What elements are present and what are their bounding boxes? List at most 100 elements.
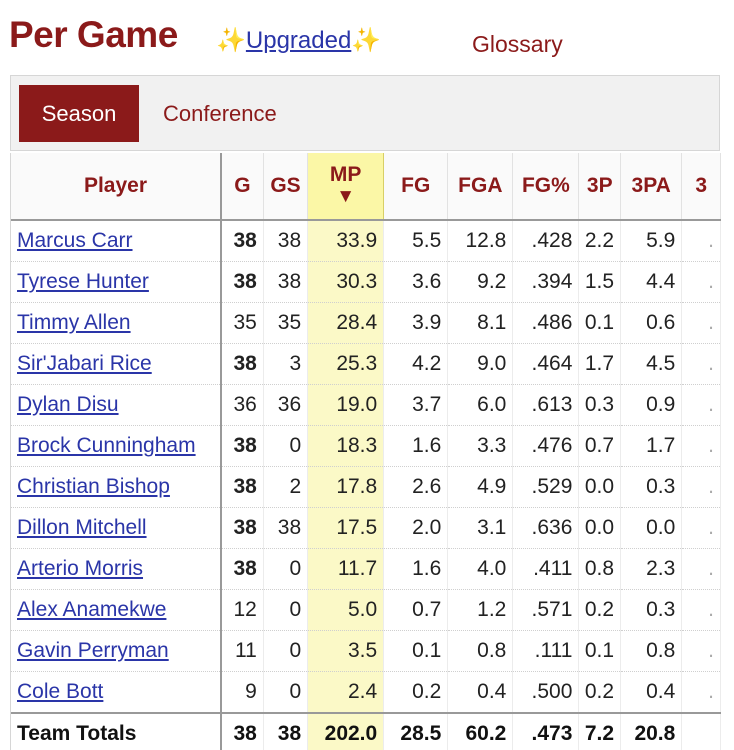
player-link[interactable]: Christian Bishop bbox=[11, 466, 222, 508]
per-game-table-wrap[interactable]: Player G GS MP ▼ FG FGA FG% 3P 3PA 3 Marcus Carr 38… bbox=[10, 153, 721, 750]
column-header-fga[interactable]: FGA bbox=[447, 153, 514, 221]
player-link[interactable]: Arterio Morris bbox=[11, 548, 222, 590]
player-link[interactable]: Tyrese Hunter bbox=[11, 261, 222, 303]
player-link[interactable]: Dillon Mitchell bbox=[11, 507, 222, 549]
stat-cell: 3.3 bbox=[447, 425, 514, 467]
stat-cell: 0.1 bbox=[383, 630, 449, 672]
stat-cell: 0.4 bbox=[620, 671, 683, 714]
stat-cell: 0.3 bbox=[620, 589, 683, 631]
column-header-mp[interactable]: MP ▼ bbox=[307, 153, 385, 221]
stat-cell: 36 bbox=[263, 384, 309, 426]
total-cell bbox=[681, 712, 721, 750]
stat-cell: 30.3 bbox=[307, 261, 385, 303]
total-cell: 20.8 bbox=[620, 712, 683, 750]
table-row: Sir'Jabari Rice 38 3 25.3 4.2 9.0.464 1.7 4.5. bbox=[11, 343, 721, 385]
sparkle-icon: ✨ bbox=[351, 27, 382, 54]
stat-cell: 38 bbox=[263, 220, 309, 262]
stat-cell: 0.1 bbox=[578, 630, 622, 672]
sparkle-icon: ✨ bbox=[216, 27, 246, 54]
tab-conference[interactable]: Conference bbox=[163, 100, 277, 126]
tab-season[interactable]: Season bbox=[19, 85, 139, 142]
stat-cell: 0 bbox=[263, 589, 309, 631]
player-link[interactable]: Marcus Carr bbox=[11, 220, 222, 262]
stat-cell: . bbox=[681, 589, 721, 631]
stat-cell: 38 bbox=[220, 548, 264, 590]
stat-cell: 2.3 bbox=[620, 548, 683, 590]
player-link[interactable]: Alex Anamekwe bbox=[11, 589, 222, 631]
stat-cell: 28.4 bbox=[307, 302, 385, 344]
stat-cell: 8.1 bbox=[447, 302, 514, 344]
player-link[interactable]: Dylan Disu bbox=[11, 384, 222, 426]
stat-cell: 9.2 bbox=[447, 261, 514, 303]
stat-cell: 0.8 bbox=[620, 630, 683, 672]
stat-cell: 3 bbox=[263, 343, 309, 385]
stat-cell: .529 bbox=[512, 466, 580, 508]
stat-cell: 11.7 bbox=[307, 548, 385, 590]
glossary-link[interactable]: Glossary bbox=[472, 31, 563, 57]
upgraded-link[interactable]: Upgraded bbox=[245, 27, 352, 54]
stat-cell: . bbox=[681, 671, 721, 714]
stat-cell: 0.3 bbox=[578, 384, 622, 426]
stat-cell: .111 bbox=[512, 630, 580, 672]
stat-cell: 0.6 bbox=[620, 302, 683, 344]
stat-cell: . bbox=[681, 630, 721, 672]
stat-cell: 2.4 bbox=[307, 671, 385, 714]
tab-bar: Season Conference bbox=[10, 75, 720, 151]
total-cell: .473 bbox=[512, 712, 580, 750]
stat-cell: 0.2 bbox=[578, 589, 622, 631]
table-header-row: Player G GS MP ▼ FG FGA FG% 3P 3PA 3 bbox=[11, 153, 721, 221]
stat-cell: 0 bbox=[263, 425, 309, 467]
stat-cell: .486 bbox=[512, 302, 580, 344]
stat-cell: 2.6 bbox=[383, 466, 449, 508]
upgraded-link-wrap[interactable]: ✨Upgraded✨ bbox=[216, 26, 381, 55]
table-row: Arterio Morris 38 0 11.7 1.6 4.0.411 0.8 2.3. bbox=[11, 548, 721, 590]
stat-cell: 0.1 bbox=[578, 302, 622, 344]
column-header-g[interactable]: G bbox=[220, 153, 264, 221]
stat-cell: 0.3 bbox=[620, 466, 683, 508]
stat-cell: 38 bbox=[220, 220, 264, 262]
stat-cell: 36 bbox=[220, 384, 264, 426]
stat-cell: 38 bbox=[220, 507, 264, 549]
stat-cell: 38 bbox=[220, 466, 264, 508]
stat-cell: 0 bbox=[263, 548, 309, 590]
stat-cell: 9.0 bbox=[447, 343, 514, 385]
stat-cell: 0.0 bbox=[578, 466, 622, 508]
player-link[interactable]: Timmy Allen bbox=[11, 302, 222, 344]
column-header-3p[interactable]: 3P bbox=[578, 153, 622, 221]
stat-cell: 3.7 bbox=[383, 384, 449, 426]
team-totals-row: Team Totals 38 38 202.0 28.5 60.2.473 7.2 20.8 bbox=[11, 712, 721, 750]
column-header-player[interactable]: Player bbox=[11, 153, 222, 221]
stat-cell: . bbox=[681, 507, 721, 549]
stat-cell: 38 bbox=[220, 343, 264, 385]
stat-cell: .500 bbox=[512, 671, 580, 714]
sort-down-icon: ▼ bbox=[336, 186, 356, 207]
total-cell: 7.2 bbox=[578, 712, 622, 750]
column-header-gs[interactable]: GS bbox=[263, 153, 309, 221]
table-row: Brock Cunningham 38 0 18.3 1.6 3.3.476 0.7 1.7. bbox=[11, 425, 721, 467]
column-header-3-cut[interactable]: 3 bbox=[681, 153, 721, 221]
player-link[interactable]: Gavin Perryman bbox=[11, 630, 222, 672]
total-cell: 38 bbox=[220, 712, 264, 750]
player-link[interactable]: Sir'Jabari Rice bbox=[11, 343, 222, 385]
column-header-fg[interactable]: FG% bbox=[512, 153, 580, 221]
column-header-fg[interactable]: FG bbox=[383, 153, 449, 221]
player-link[interactable]: Cole Bott bbox=[11, 671, 222, 714]
total-cell: 28.5 bbox=[383, 712, 449, 750]
stat-cell: 3.5 bbox=[307, 630, 385, 672]
stat-cell: . bbox=[681, 302, 721, 344]
page-header: Per Game ✨Upgraded✨ Glossary bbox=[0, 0, 734, 72]
stat-cell: 0.9 bbox=[620, 384, 683, 426]
table-row: Gavin Perryman 11 0 3.5 0.1 0.8.111 0.1 0.8. bbox=[11, 630, 721, 672]
stat-cell: 4.0 bbox=[447, 548, 514, 590]
column-header-3pa[interactable]: 3PA bbox=[620, 153, 683, 221]
stat-cell: .394 bbox=[512, 261, 580, 303]
total-cell: 38 bbox=[263, 712, 309, 750]
stat-cell: 1.6 bbox=[383, 548, 449, 590]
stat-cell: 0.4 bbox=[447, 671, 514, 714]
stat-cell: 11 bbox=[220, 630, 264, 672]
stat-cell: 0 bbox=[263, 671, 309, 714]
player-link[interactable]: Brock Cunningham bbox=[11, 425, 222, 467]
stat-cell: 5.0 bbox=[307, 589, 385, 631]
stat-cell: 12 bbox=[220, 589, 264, 631]
totals-label: Team Totals bbox=[11, 712, 222, 750]
